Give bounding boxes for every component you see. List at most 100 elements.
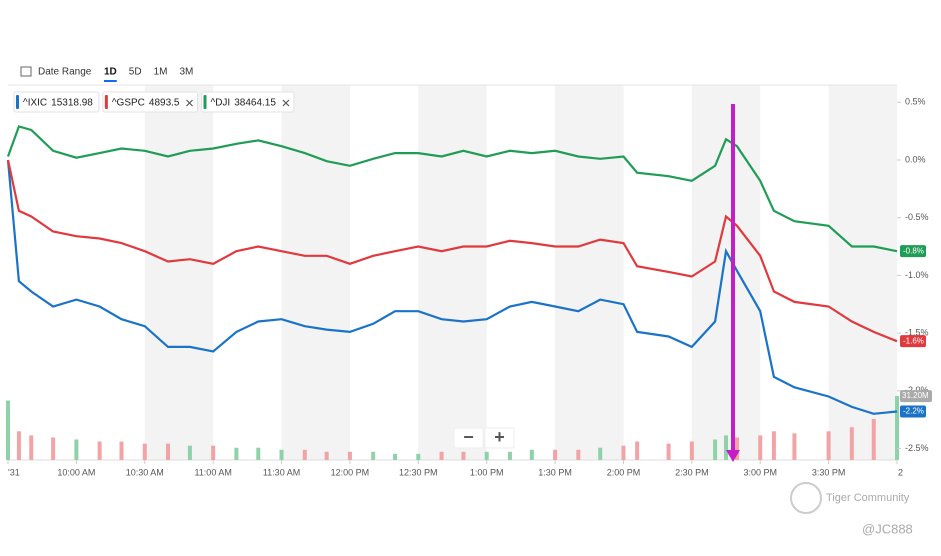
chip-color: [203, 95, 207, 109]
zoom-label[interactable]: +: [494, 427, 505, 447]
x-tick-label: 12:00 PM: [331, 467, 370, 477]
x-tick-label: 3:30 PM: [812, 467, 846, 477]
x-tick-label: 2:30 PM: [675, 467, 709, 477]
date-range[interactable]: Date Range: [38, 67, 92, 78]
y-tick-label: 0.0%: [905, 154, 926, 164]
volume-bar: [666, 443, 671, 460]
zoom-button[interactable]: [453, 427, 484, 449]
x-tick-label: 3:00 PM: [743, 467, 777, 477]
series-line: [6, 159, 898, 343]
volume-bar: [97, 441, 102, 460]
volume-bar: [484, 451, 489, 460]
volume-bar: [211, 445, 216, 460]
x-tick-label: 10:30 AM: [126, 467, 164, 477]
chip-name: ^DJI: [211, 98, 231, 109]
volume-bar: [461, 451, 466, 460]
range-button[interactable]: 3M: [180, 67, 194, 78]
volume-bar: [324, 451, 329, 460]
watermark-user: @JC888: [862, 521, 913, 536]
series-line: [6, 125, 898, 253]
y-tick-label: 0.5%: [905, 97, 926, 107]
range-button[interactable]: 5D: [129, 67, 142, 78]
volume-bar: [553, 449, 558, 460]
end-badge-label: -0.8%: [903, 246, 924, 255]
volume-bar: [621, 445, 626, 460]
volume-bar: [826, 431, 831, 460]
watermark-logo: [790, 482, 822, 514]
volume-bar: [29, 435, 34, 460]
chip-close: [282, 99, 290, 107]
y-tick-label: -2.5%: [905, 443, 929, 453]
volume-bar: [713, 439, 718, 460]
x-tick-label: 11:30 AM: [263, 467, 300, 477]
time-band: [691, 85, 761, 460]
chip-name: ^IXIC: [23, 98, 47, 109]
legend-chip[interactable]: ^IXIC 15318.98: [13, 91, 100, 113]
volume-bar: [849, 427, 854, 460]
zoom-button[interactable]: [484, 427, 515, 449]
chip-price: 15318.98: [51, 98, 93, 109]
chip-price: 4893.5: [149, 98, 180, 109]
time-band: [828, 85, 897, 460]
x-tick-label: 12:30 PM: [399, 467, 438, 477]
chip-price: 38464.15: [234, 98, 276, 109]
y-tick-label: -1.5%: [905, 327, 929, 337]
volume-bar: [792, 433, 797, 460]
range-underline: [104, 80, 117, 82]
volume-bar: [529, 449, 534, 460]
x-tick-label: 10:00 AM: [57, 467, 95, 477]
volume-bar: [256, 447, 261, 460]
legend-chip[interactable]: ^DJI 38464.15: [201, 91, 295, 113]
volume-bar: [302, 449, 307, 460]
y-tick-label: -1.0%: [905, 270, 929, 280]
volume-bar: [51, 437, 56, 460]
chip-box: [102, 91, 198, 113]
volume-bar: [371, 451, 376, 460]
end-badge-label: -2.2%: [903, 407, 924, 416]
range-button[interactable]: 1D: [104, 67, 117, 78]
volume-bar: [724, 435, 729, 460]
volume-bar: [16, 431, 21, 460]
end-badge-label: -1.6%: [903, 336, 924, 345]
chip-color: [16, 95, 19, 109]
volume-bar: [871, 419, 876, 460]
volume-bar: [576, 449, 581, 460]
volume-bar: [187, 445, 192, 460]
end-badge: [900, 245, 926, 258]
time-band: [144, 85, 214, 460]
volume-badge-label: 31.20M: [902, 391, 929, 400]
volume-bar: [439, 451, 444, 460]
zoom-label[interactable]: −: [463, 427, 474, 447]
series-line: [6, 159, 898, 415]
volume-bar: [416, 453, 421, 460]
annotation-arrowhead: [726, 450, 740, 462]
x-tick-label: 2:00 PM: [607, 467, 641, 477]
time-band: [555, 85, 624, 460]
chip-box: [13, 91, 100, 113]
chip-name: ^GSPC: [112, 98, 145, 109]
volume-bar: [689, 441, 694, 460]
volume-bar: [142, 443, 147, 460]
volume-bar: [166, 443, 171, 460]
x-tick-label: 1:30 PM: [538, 467, 572, 477]
x-tick-label: 11:00 AM: [194, 467, 231, 477]
volume-badge: [900, 390, 932, 403]
volume-bar: [279, 449, 284, 460]
volume-bar: [771, 431, 776, 460]
end-badge: [900, 405, 926, 418]
chip-box: [201, 91, 295, 113]
x-tick-label: 1:00 PM: [470, 467, 504, 477]
volume-bar: [895, 396, 899, 460]
volume-bar: [635, 441, 640, 460]
watermark-brand: Tiger Community: [826, 492, 910, 504]
volume-bar: [507, 451, 512, 460]
volume-bar: [347, 451, 352, 460]
volume-bar: [393, 453, 398, 460]
volume-bar: [734, 437, 739, 460]
range-button[interactable]: 1M: [154, 67, 168, 78]
time-band: [281, 85, 350, 460]
volume-bar: [758, 435, 763, 460]
legend-chip[interactable]: ^GSPC 4893.5: [102, 91, 198, 113]
